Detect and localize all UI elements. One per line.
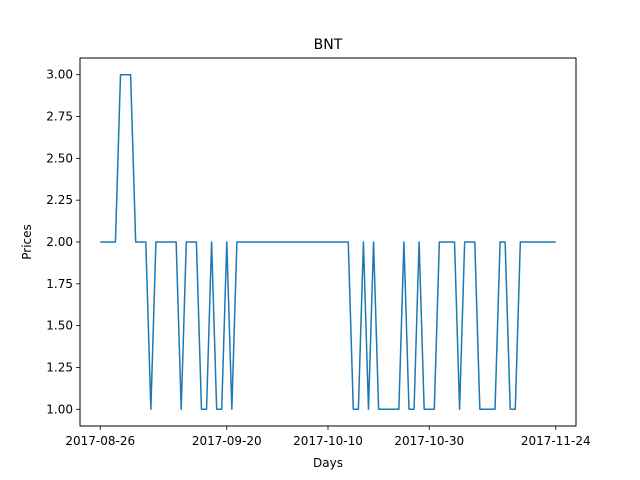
x-tick-label: 2017-10-10 <box>293 434 363 448</box>
x-tick-label: 2017-08-26 <box>65 434 135 448</box>
y-tick-label: 2.25 <box>46 193 73 207</box>
y-tick-label: 1.75 <box>46 277 73 291</box>
chart-title: BNT <box>314 37 343 53</box>
y-axis: 1.00 1.25 1.50 1.75 2.00 2.25 2.50 2.75 3.00 <box>46 68 80 416</box>
y-tick-label: 3.00 <box>46 68 73 82</box>
y-tick-label: 1.25 <box>46 360 73 374</box>
y-tick-label: 2.75 <box>46 110 73 124</box>
plot-area <box>100 73 556 411</box>
y-tick-label: 2.00 <box>46 235 73 249</box>
x-tick-label: 2017-11-24 <box>521 434 591 448</box>
y-tick-label: 2.50 <box>46 151 73 165</box>
y-tick-label: 1.00 <box>46 402 73 416</box>
x-axis: 2017-08-26 2017-09-20 2017-10-10 2017-10-30… <box>65 426 591 448</box>
y-tick-label: 1.50 <box>46 319 73 333</box>
series-line <box>100 73 556 411</box>
x-axis-label: Days <box>313 456 343 470</box>
x-tick-label: 2017-10-30 <box>394 434 464 448</box>
x-tick-label: 2017-09-20 <box>192 434 262 448</box>
y-axis-label: Prices <box>20 224 34 260</box>
